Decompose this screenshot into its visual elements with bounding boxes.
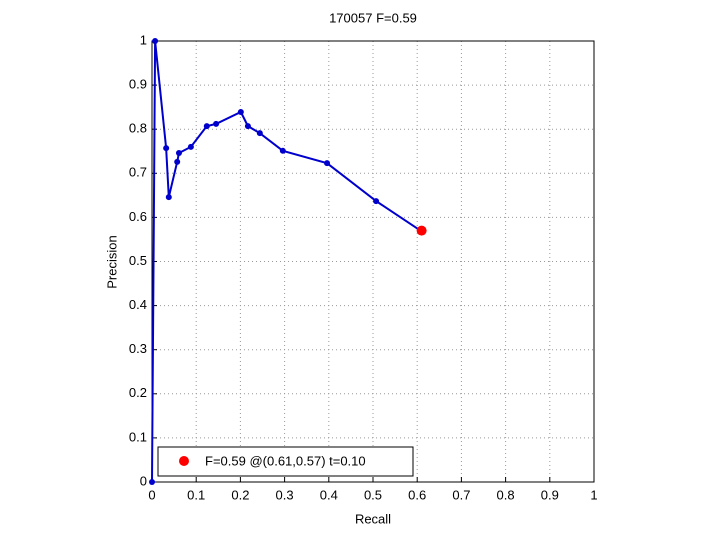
y-axis-label: Precision — [104, 235, 119, 288]
x-tick-label: 0.9 — [541, 487, 559, 502]
y-tick-label: 0.2 — [129, 385, 147, 400]
point — [174, 158, 181, 165]
y-tick-label: 1 — [140, 32, 147, 47]
point — [324, 160, 331, 167]
y-tick-label: 0 — [140, 473, 147, 488]
point — [163, 145, 170, 152]
x-tick-label: 0.5 — [364, 487, 382, 502]
plot-frame — [151, 40, 595, 483]
point — [213, 120, 220, 127]
point — [279, 147, 286, 154]
point — [187, 143, 194, 150]
y-tick-label: 0.9 — [129, 77, 147, 92]
legend-marker — [179, 456, 189, 466]
x-tick-label: 0.4 — [320, 487, 338, 502]
point — [256, 130, 263, 137]
x-tick-label: 0.2 — [231, 487, 249, 502]
y-tick-label: 0.1 — [129, 429, 147, 444]
point — [373, 198, 380, 205]
point — [237, 109, 244, 116]
point — [149, 479, 155, 485]
point — [152, 38, 159, 44]
y-tick-label: 0.7 — [129, 165, 147, 180]
x-tick-label: 0.6 — [408, 487, 426, 502]
y-tick-label: 0.3 — [129, 341, 147, 356]
x-tick-label: 0.8 — [497, 487, 515, 502]
y-tick-label: 0.4 — [129, 297, 147, 312]
point — [416, 225, 427, 236]
x-tick-label: 0 — [148, 487, 155, 502]
point — [175, 150, 182, 157]
series-line — [151, 40, 422, 483]
legend-label: F=0.59 @(0.61,0.57) t=0.10 — [205, 453, 366, 468]
x-tick-label: 0.1 — [187, 487, 205, 502]
point — [244, 123, 251, 130]
y-tick-label: 0.8 — [129, 121, 147, 136]
y-tick-label: 0.6 — [129, 209, 147, 224]
point — [203, 123, 210, 130]
x-tick-label: 0.3 — [276, 487, 294, 502]
point — [165, 194, 172, 201]
legend-box — [157, 446, 414, 477]
x-tick-label: 1 — [590, 487, 597, 502]
x-tick-label: 0.7 — [452, 487, 470, 502]
y-tick-label: 0.5 — [129, 253, 147, 268]
chart-title: 170057 F=0.59 — [329, 10, 417, 25]
x-axis-label: Recall — [355, 511, 391, 526]
